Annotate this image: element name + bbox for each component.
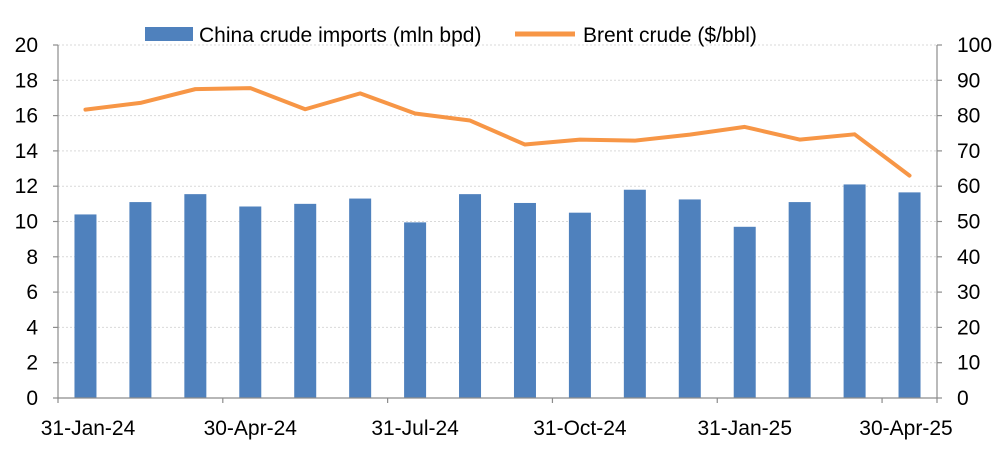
right-tick-label: 90 [957, 69, 980, 92]
bar [404, 222, 427, 398]
bar [843, 184, 866, 398]
left-tick-label: 8 [26, 246, 38, 269]
bar [898, 192, 921, 398]
right-tick-label: 0 [957, 387, 969, 410]
bar [678, 199, 701, 398]
left-tick-label: 4 [26, 316, 38, 339]
left-tick-label: 16 [15, 105, 38, 128]
legend-label-line: Brent crude ($/bbl) [583, 24, 757, 47]
bar [623, 189, 646, 398]
x-tick-label: 31-Oct-24 [533, 417, 627, 440]
bar [733, 226, 756, 398]
left-axis-ticks: 0 2 4 6 8 10 12 14 16 18 20 [15, 34, 58, 410]
right-axis-ticks: 0 10 20 30 40 50 60 70 80 90 100 [937, 34, 992, 410]
bar [129, 202, 152, 398]
bar [349, 198, 372, 398]
left-tick-label: 2 [26, 352, 38, 375]
legend-label-bar: China crude imports (mln bpd) [199, 24, 481, 47]
right-tick-label: 10 [957, 352, 980, 375]
x-tick-label: 31-Jan-24 [41, 417, 136, 440]
bar [788, 202, 811, 398]
right-tick-label: 20 [957, 316, 980, 339]
bar [184, 194, 207, 398]
right-tick-label: 100 [957, 34, 992, 57]
right-tick-label: 60 [957, 175, 980, 198]
left-tick-label: 10 [15, 211, 38, 234]
legend: China crude imports (mln bpd) Brent crud… [145, 24, 757, 47]
x-tick-label: 31-Jul-24 [371, 417, 459, 440]
bar [459, 194, 482, 398]
bar [513, 202, 536, 398]
x-axis-ticks: 31-Jan-24 30-Apr-24 31-Jul-24 31-Oct-24 31-J… [41, 398, 953, 440]
x-tick-label: 30-Apr-24 [204, 417, 298, 440]
left-tick-label: 14 [15, 140, 39, 163]
bar [74, 214, 97, 398]
bar [568, 212, 591, 398]
legend-swatch-bar [145, 27, 193, 41]
left-tick-label: 0 [26, 387, 38, 410]
left-tick-label: 20 [15, 34, 38, 57]
x-tick-label: 30-Apr-25 [859, 417, 952, 440]
left-tick-label: 6 [26, 281, 38, 304]
x-tick-label: 31-Jan-25 [697, 417, 792, 440]
line-series [83, 86, 912, 178]
right-tick-label: 50 [957, 211, 980, 234]
right-tick-label: 80 [957, 105, 980, 128]
bar [239, 206, 262, 398]
bar-series [74, 184, 921, 398]
left-tick-label: 12 [15, 175, 38, 198]
left-tick-label: 18 [15, 69, 38, 92]
right-tick-label: 70 [957, 140, 980, 163]
brent-line [83, 86, 912, 178]
bar [294, 203, 317, 398]
right-tick-label: 30 [957, 281, 980, 304]
right-tick-label: 40 [957, 246, 980, 269]
